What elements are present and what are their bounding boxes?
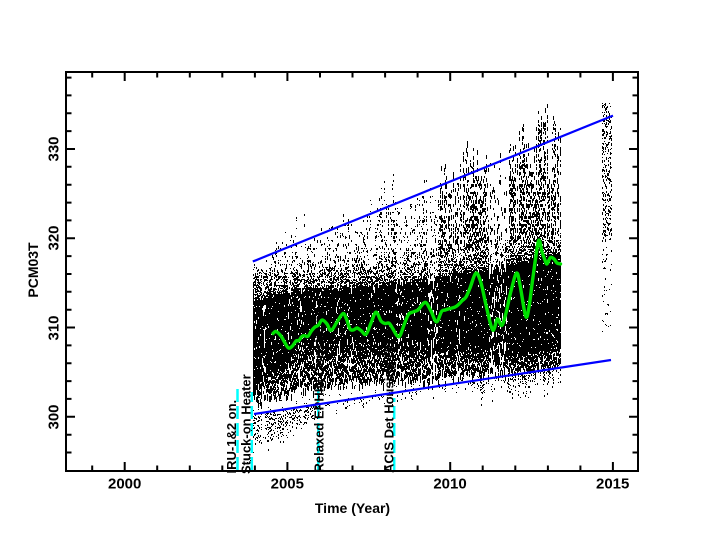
svg-text:330: 330 <box>46 136 63 161</box>
svg-text:320: 320 <box>46 225 63 250</box>
svg-text:IRU-1&2 on.: IRU-1&2 on. <box>224 400 239 474</box>
svg-text:310: 310 <box>46 315 63 340</box>
svg-text:2000: 2000 <box>108 476 141 493</box>
svg-text:300: 300 <box>46 404 63 429</box>
svg-text:Time (Year): Time (Year) <box>315 500 390 516</box>
svg-text:2005: 2005 <box>271 476 304 493</box>
svg-text:Stuck-on Heater: Stuck-on Heater <box>239 374 254 474</box>
svg-text:2015: 2015 <box>596 476 629 493</box>
svg-text:PCM03T: PCM03T <box>25 242 41 298</box>
svg-text:2010: 2010 <box>433 476 466 493</box>
